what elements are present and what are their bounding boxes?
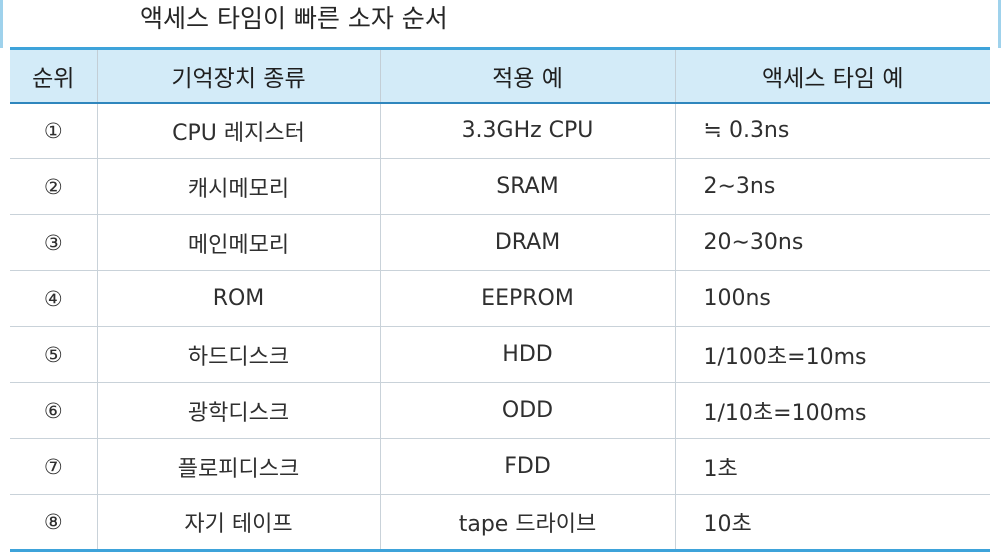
table-row: ④ ROM EEPROM 100ns (10, 270, 990, 327)
table-row: ⑥ 광학디스크 ODD 1/10초=100ms (10, 382, 990, 439)
rank-cell: ⑥ (10, 382, 97, 439)
memory-type-cell: 하드디스크 (96, 326, 380, 383)
memory-type-cell: 플로피디스크 (96, 438, 380, 495)
table-row: ⑤ 하드디스크 HDD 1/100초=10ms (10, 326, 990, 383)
table-caption: 액세스 타임이 빠른 소자 순서 (140, 4, 448, 33)
memory-type-cell: CPU 레지스터 (96, 102, 380, 159)
page-frame-right (998, 0, 1001, 48)
header-rank: 순위 (10, 48, 97, 104)
table-header-row: 순위 기억장치 종류 적용 예 액세스 타임 예 (10, 48, 990, 104)
table-row: ⑧ 자기 테이프 tape 드라이브 10초 (10, 494, 990, 551)
memory-type-cell: 광학디스크 (96, 382, 380, 439)
example-cell: DRAM (379, 214, 675, 271)
access-time-cell: 10초 (674, 494, 990, 551)
example-cell: tape 드라이브 (379, 494, 675, 551)
example-cell: 3.3GHz CPU (379, 102, 675, 159)
example-cell: ODD (379, 382, 675, 439)
access-time-cell: 1초 (674, 438, 990, 495)
memory-type-cell: 캐시메모리 (96, 158, 380, 215)
header-access-time: 액세스 타임 예 (674, 48, 990, 104)
rank-cell: ⑧ (10, 494, 97, 551)
access-time-cell: 1/100초=10ms (674, 326, 990, 383)
access-time-cell: 1/10초=100ms (674, 382, 990, 439)
example-cell: EEPROM (379, 270, 675, 327)
rank-cell: ⑤ (10, 326, 97, 383)
example-cell: HDD (379, 326, 675, 383)
access-time-cell: 100ns (674, 270, 990, 327)
header-example: 적용 예 (379, 48, 675, 104)
access-time-cell: 20∼30ns (674, 214, 990, 271)
rank-cell: ⑦ (10, 438, 97, 495)
access-time-cell: ≒ 0.3ns (674, 102, 990, 159)
memory-type-cell: ROM (96, 270, 380, 327)
rank-cell: ② (10, 158, 97, 215)
table-row: ⑦ 플로피디스크 FDD 1초 (10, 438, 990, 495)
example-cell: SRAM (379, 158, 675, 215)
example-cell: FDD (379, 438, 675, 495)
access-time-table: 순위 기억장치 종류 적용 예 액세스 타임 예 ① CPU 레지스터 3.3G… (10, 47, 990, 552)
rank-cell: ① (43, 118, 63, 143)
memory-type-cell: 자기 테이프 (96, 494, 380, 551)
page-frame-left (0, 0, 3, 48)
access-time-cell: 2∼3ns (674, 158, 990, 215)
table-row: ② 캐시메모리 SRAM 2∼3ns (10, 158, 990, 215)
rank-cell: ③ (10, 214, 97, 271)
header-memory-type: 기억장치 종류 (96, 48, 380, 104)
table-row: ③ 메인메모리 DRAM 20∼30ns (10, 214, 990, 271)
rank-cell: ④ (10, 270, 97, 327)
memory-type-cell: 메인메모리 (96, 214, 380, 271)
table-row: ① CPU 레지스터 3.3GHz CPU ≒ 0.3ns (10, 102, 990, 159)
